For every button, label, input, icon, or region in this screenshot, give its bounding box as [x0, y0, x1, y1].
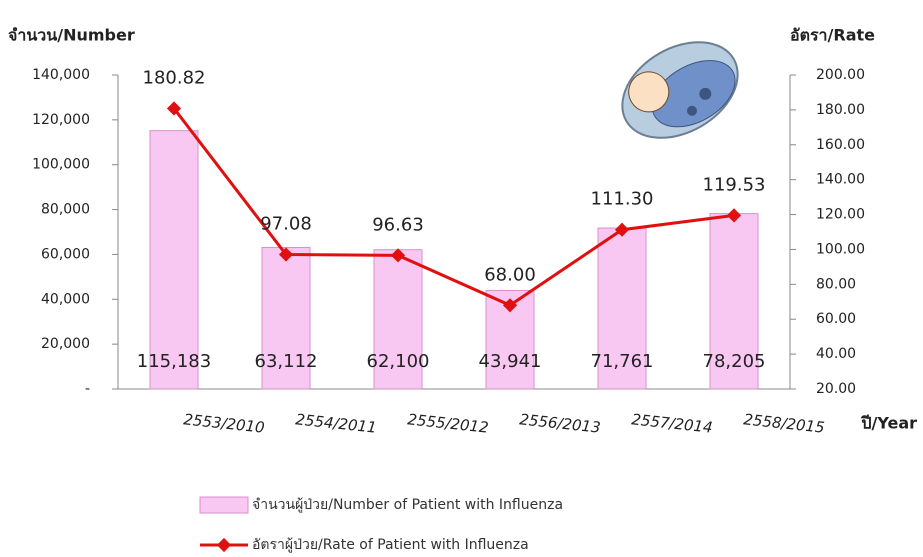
y-tick-label: 40,000 [41, 291, 90, 307]
y2-tick-label: 100.00 [816, 241, 865, 257]
x-tick-label: 2555/2012 [407, 410, 490, 436]
legend-label: จำนวนผู้ป่วย/Number of Patient with Infl… [252, 497, 563, 513]
bar-value-label: 78,205 [703, 351, 766, 372]
legend-swatch [200, 497, 248, 513]
bar-value-label: 62,100 [367, 351, 430, 372]
y2-tick-label: 120.00 [816, 207, 865, 223]
line-value-label: 97.08 [260, 214, 312, 235]
y2-tick-label: 160.00 [816, 137, 865, 153]
y2-tick-label: 80.00 [816, 276, 856, 292]
line-value-label: 119.53 [703, 174, 766, 195]
y2-axis-title: อัตรา/Rate [790, 26, 875, 45]
chart: จำนวน/Number อัตรา/Rate ปี/Year - 20,000 4… [0, 0, 923, 557]
y-tick-label: 80,000 [41, 202, 90, 218]
y-tick-label: 60,000 [41, 246, 90, 262]
x-axis-title: ปี/Year [860, 414, 917, 433]
line-value-label: 180.82 [143, 67, 206, 88]
bar-value-label: 63,112 [255, 351, 318, 372]
y-tick-label: - [85, 381, 90, 397]
line-value-label: 68.00 [484, 264, 536, 285]
y-tick-label: 120,000 [32, 112, 90, 128]
x-tick-label: 2553/2010 [183, 410, 266, 436]
bar-value-label: 43,941 [479, 351, 542, 372]
y-tick-label: 20,000 [41, 336, 90, 352]
bar-value-label: 71,761 [591, 351, 654, 372]
y2-tick-label: 40.00 [816, 346, 856, 362]
x-tick-label: 2554/2011 [295, 410, 378, 436]
legend-label: อัตราผู้ป่วย/Rate of Patient with Influe… [252, 537, 529, 553]
y2-tick-label: 140.00 [816, 172, 865, 188]
y-tick-label: 140,000 [32, 67, 90, 83]
x-tick-label: 2557/2014 [631, 410, 714, 436]
y2-tick-label: 60.00 [816, 311, 856, 327]
illustration [605, 23, 754, 158]
line-value-label: 96.63 [372, 214, 424, 235]
y2-tick-label: 180.00 [816, 102, 865, 118]
y-axis-title: จำนวน/Number [8, 26, 135, 45]
legend-marker [217, 538, 231, 552]
y2-tick-label: 20.00 [816, 381, 856, 397]
bar-value-label: 115,183 [137, 351, 211, 372]
x-tick-label: 2558/2015 [743, 410, 826, 436]
y2-tick-label: 200.00 [816, 67, 865, 83]
x-tick-label: 2556/2013 [519, 410, 602, 436]
line-value-label: 111.30 [591, 189, 654, 210]
y-tick-label: 100,000 [32, 157, 90, 173]
